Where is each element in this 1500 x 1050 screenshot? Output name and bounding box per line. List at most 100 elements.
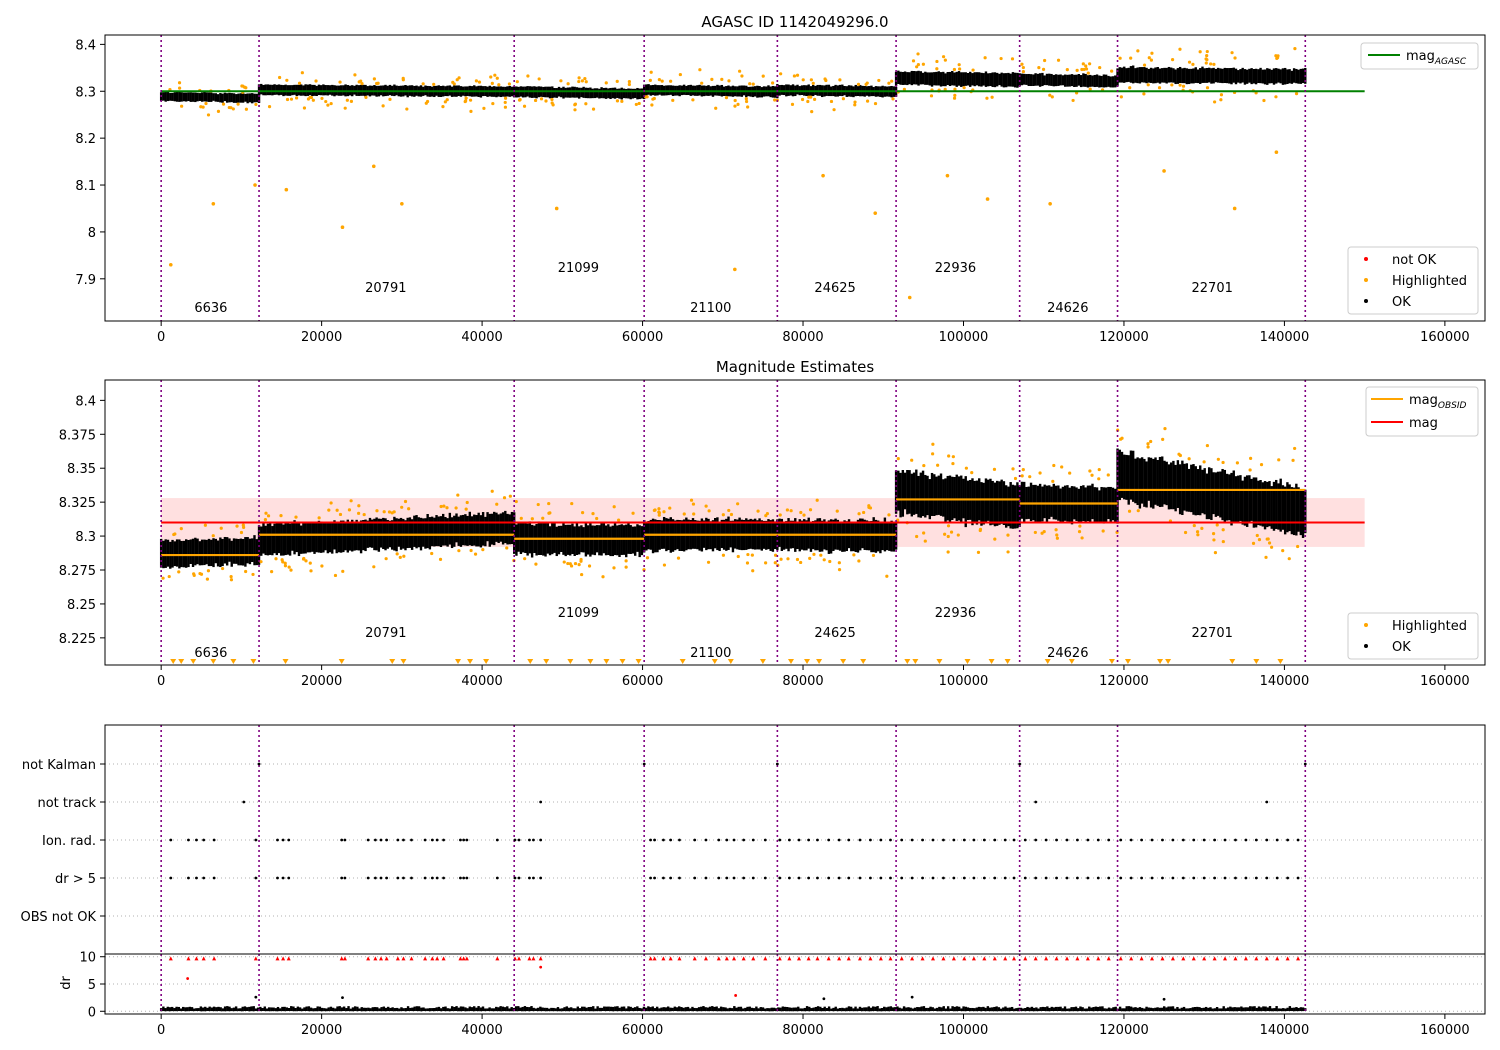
- agasc-obsid-label: 22936: [935, 261, 976, 276]
- magnitude-highlighted-point: [1013, 476, 1018, 481]
- magnitude-highlighted-point: [541, 516, 545, 520]
- agasc-highlighted-point: [206, 113, 211, 117]
- agasc-highlighted-point: [493, 73, 497, 77]
- magnitude-clipped-marker: [759, 659, 766, 664]
- magnitude-highlighted-point: [1296, 544, 1300, 549]
- flags-flag-point: [257, 762, 261, 766]
- agasc-highlighted-point: [935, 59, 939, 64]
- magnitude-highlighted-point: [398, 555, 402, 559]
- agasc-highlighted-point: [943, 87, 947, 92]
- dr-clipped-marker: [212, 956, 217, 961]
- flags-flag-point: [1034, 800, 1038, 804]
- magnitude-highlighted-point: [1055, 536, 1059, 540]
- magnitude-highlighted-point: [756, 509, 760, 513]
- magnitude-highlighted-point: [862, 510, 866, 515]
- magnitude-highlighted-point: [192, 573, 196, 578]
- magnitude-highlighted-point: [481, 548, 485, 552]
- magnitude-highlighted-point: [335, 508, 339, 512]
- dr-clipped-marker: [253, 956, 258, 961]
- agasc-highlighted-point: [865, 99, 870, 103]
- flags-flag-point: [410, 876, 413, 880]
- magnitude-y-tick-label: 8.225: [59, 632, 96, 647]
- agasc-x-tick-label: 0: [157, 330, 165, 345]
- agasc-highlighted-point: [285, 97, 290, 102]
- magnitude-highlighted-point: [624, 559, 628, 563]
- magnitude-highlighted-point: [1266, 537, 1270, 541]
- magnitude-highlighted-point: [395, 552, 399, 556]
- agasc-y-tick-label: 8.4: [75, 38, 96, 53]
- agasc-highlighted-point: [823, 77, 827, 81]
- magnitude-highlighted-point: [347, 508, 352, 512]
- magnitude-highlighted-point: [617, 518, 621, 522]
- agasc-highlighted-point: [204, 101, 208, 106]
- flags-flag-point: [662, 876, 665, 880]
- flags-flag-point: [931, 876, 935, 880]
- dr-clipped-marker: [409, 956, 414, 961]
- flags-flag-point: [1244, 838, 1248, 842]
- flags-flag-point: [495, 838, 499, 842]
- magnitude-clipped-marker: [1124, 659, 1131, 664]
- flags-y-tick-label: not track: [37, 796, 96, 811]
- dr-clipped-marker: [1285, 956, 1290, 961]
- magnitude-legend-label-ok: OK: [1392, 640, 1411, 655]
- flags-flag-point: [982, 876, 986, 880]
- flags-flag-point: [1192, 838, 1196, 842]
- flags-flag-point: [869, 838, 872, 842]
- magnitude-highlighted-point: [508, 494, 512, 498]
- flags-flag-point: [693, 876, 697, 880]
- magnitude-highlighted-point: [573, 561, 578, 566]
- agasc-outlier-point: [907, 295, 912, 300]
- agasc-highlighted-point: [320, 96, 324, 101]
- agasc-highlighted-point: [432, 82, 436, 86]
- dr-clipped-marker: [1033, 956, 1038, 961]
- agasc-highlighted-point: [1088, 87, 1092, 91]
- agasc-highlighted-point: [669, 79, 673, 83]
- agasc-outlier-point: [985, 197, 990, 201]
- agasc-line-legend[interactable]: magAGASC: [1360, 42, 1479, 70]
- agasc-highlighted-point: [495, 76, 499, 80]
- flags-flag-point: [678, 838, 681, 842]
- agasc-highlighted-point: [1150, 51, 1154, 55]
- agasc-highlighted-point: [773, 98, 777, 102]
- magnitude-highlighted-point: [473, 552, 478, 556]
- agasc-highlighted-point: [324, 99, 328, 104]
- flags-flag-point: [276, 876, 279, 880]
- magnitude-legend-label-mag-obsid: magOBSID: [1409, 393, 1467, 411]
- agasc-point-legend[interactable]: not OK Highlighted OK: [1347, 246, 1479, 315]
- dr-clipped-marker: [888, 956, 893, 961]
- dr-clipped-marker: [517, 956, 521, 961]
- agasc-highlighted-point: [811, 81, 815, 85]
- magnitude-highlighted-point: [161, 576, 165, 580]
- dr-clipped-marker: [1181, 956, 1186, 961]
- flags-flag-point: [952, 876, 956, 880]
- agasc-y-tick-label: 8.3: [75, 85, 96, 100]
- magnitude-highlighted-point: [993, 537, 997, 541]
- dr-clipped-marker: [1223, 956, 1228, 961]
- magnitude-highlighted-point: [819, 553, 823, 557]
- agasc-highlighted-point: [1021, 70, 1026, 74]
- magnitude-highlighted-point: [727, 508, 731, 513]
- agasc-highlighted-point: [806, 99, 810, 104]
- dr-clipped-marker: [339, 956, 344, 961]
- magnitude-highlighted-point: [1281, 549, 1285, 553]
- dr-point: [539, 965, 543, 969]
- flags-flag-point: [778, 876, 782, 880]
- magnitude-highlighted-point: [580, 511, 585, 515]
- magnitude-highlighted-point: [333, 573, 338, 578]
- magnitude-clipped-marker: [1253, 659, 1260, 664]
- agasc-highlighted-point: [657, 78, 661, 82]
- magnitude-clipped-marker: [787, 659, 794, 664]
- dr-clipped-marker: [1170, 956, 1175, 961]
- magnitude-highlighted-point: [947, 454, 951, 458]
- agasc-highlighted-point: [736, 102, 740, 106]
- flags-flag-point: [465, 876, 469, 880]
- dr-clipped-marker: [458, 956, 463, 961]
- magnitude-line-legend[interactable]: magOBSID mag: [1365, 386, 1479, 437]
- magnitude-point-legend[interactable]: Highlighted OK: [1347, 612, 1479, 660]
- flags-flag-point: [423, 838, 427, 842]
- magnitude-highlighted-point: [591, 512, 595, 516]
- agasc-highlighted-point: [943, 58, 947, 62]
- flags-flag-point: [495, 876, 499, 880]
- magnitude-highlighted-point: [808, 508, 813, 512]
- dr-clipped-marker: [1096, 956, 1101, 961]
